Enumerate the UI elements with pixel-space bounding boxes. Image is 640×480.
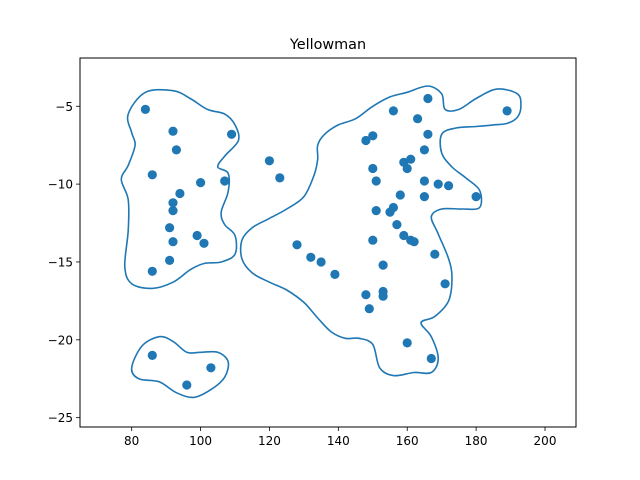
x-tick-label: 180 [465, 434, 488, 448]
data-point [168, 206, 178, 216]
data-point [402, 163, 412, 174]
x-tick-label: 140 [327, 434, 350, 448]
data-point [306, 252, 316, 262]
data-point [385, 207, 395, 217]
x-axis-ticks: 80 100 120 140 160 180 200 [124, 427, 556, 448]
data-point [368, 235, 378, 245]
data-point [182, 380, 192, 390]
data-point [426, 353, 436, 364]
data-point [378, 291, 388, 301]
x-tick-label: 80 [124, 434, 139, 448]
data-point [361, 135, 371, 146]
y-tick-label: −10 [48, 178, 73, 192]
data-point [364, 304, 374, 314]
data-point [402, 338, 412, 348]
x-tick-label: 120 [258, 434, 281, 448]
x-tick-label: 200 [534, 434, 557, 448]
x-tick-label: 100 [189, 434, 212, 448]
data-point [388, 106, 398, 116]
cluster-outline-1 [120, 88, 240, 290]
data-point [316, 257, 326, 267]
data-point [378, 260, 388, 270]
cluster-outlines [120, 85, 522, 399]
data-point [444, 181, 454, 191]
data-point [206, 363, 216, 373]
data-point [147, 170, 157, 180]
data-point [275, 173, 285, 183]
data-point [419, 145, 429, 155]
data-point [220, 176, 230, 186]
data-point [168, 126, 178, 136]
data-point [168, 198, 178, 208]
data-point [430, 249, 440, 259]
data-point [196, 178, 206, 188]
y-tick-label: −15 [48, 255, 73, 269]
data-point [423, 93, 433, 104]
data-point [147, 266, 157, 276]
data-point [413, 114, 423, 124]
data-point [227, 129, 237, 139]
scatter-points [140, 93, 512, 390]
chart-title: Yellowman [289, 37, 366, 53]
data-point [192, 230, 202, 241]
data-point [147, 350, 157, 360]
data-point [368, 163, 378, 174]
cluster-outline-3 [130, 335, 230, 399]
data-point [419, 176, 429, 186]
data-point [175, 188, 185, 199]
data-point [392, 220, 402, 230]
data-point [409, 237, 419, 247]
data-point [406, 154, 416, 164]
data-point [399, 230, 409, 241]
data-point [171, 145, 181, 155]
data-point [165, 255, 175, 265]
data-point [168, 237, 178, 247]
data-point [419, 192, 429, 202]
cluster-outline-2 [239, 85, 522, 377]
y-tick-label: −20 [48, 333, 73, 347]
y-tick-label: −25 [48, 411, 73, 425]
data-point [440, 279, 450, 289]
data-point [371, 176, 381, 186]
data-point [433, 179, 443, 189]
data-point [361, 290, 371, 300]
data-point [395, 190, 405, 200]
data-point [165, 223, 175, 233]
y-tick-label: −5 [55, 100, 73, 114]
data-point [264, 156, 274, 166]
data-point [502, 106, 512, 116]
data-point [423, 129, 433, 139]
data-point [330, 269, 340, 279]
data-point [368, 131, 378, 141]
plot-area-frame [79, 57, 577, 428]
x-tick-label: 160 [396, 434, 419, 448]
data-point [140, 104, 150, 114]
y-axis-ticks: −5 −10 −15 −20 −25 [48, 100, 80, 425]
data-point [292, 240, 302, 250]
data-point [371, 206, 381, 216]
data-point [199, 238, 209, 248]
data-point [471, 192, 481, 202]
